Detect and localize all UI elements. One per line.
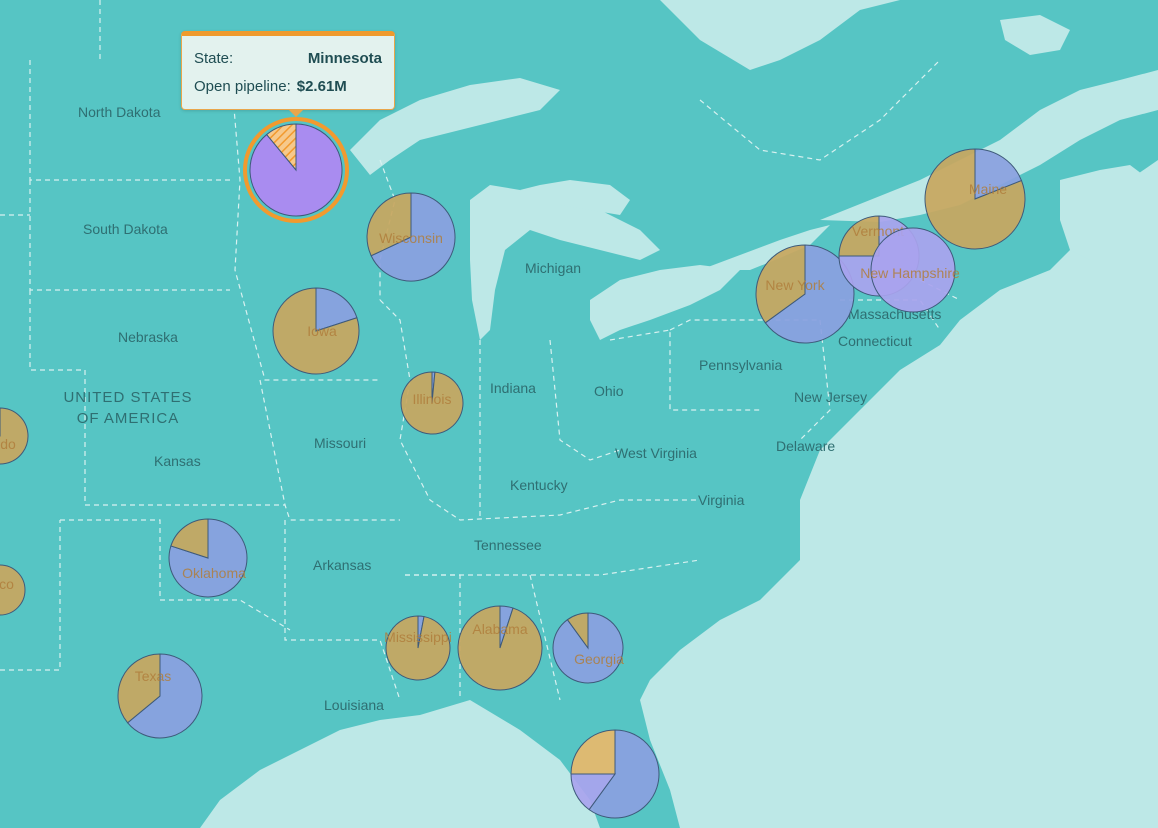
pie-label-colorado: do [0,436,16,452]
state-label-connecticut: Connecticut [838,333,912,349]
pie-highlight-ring [243,117,349,223]
pie-label-illinois: Illinois [413,391,452,407]
state-label-missouri: Missouri [314,435,366,451]
state-label-nebraska: Nebraska [118,329,178,345]
country-label-line-2: OF AMERICA [77,410,180,427]
pie-slice [265,123,297,172]
state-label-kentucky: Kentucky [510,477,568,493]
pie-slice [126,653,203,739]
state-label-indiana: Indiana [490,380,536,396]
state-label-pennsylvania: Pennsylvania [699,357,782,373]
country-label-line-1: UNITED STATES [63,389,192,406]
pie-mississippi[interactable]: Mississippi [384,615,452,681]
pie-maine[interactable]: Maine [924,148,1026,250]
tooltip-state-label: State: [194,50,234,67]
state-label-tennessee: Tennessee [474,537,542,553]
pie-label-new-york: New York [765,277,825,293]
tooltip-arrow [288,109,304,117]
pie-slice [588,729,660,819]
great-lakes [350,15,1158,340]
pie-slice [755,244,806,324]
pie-colorado[interactable]: do [0,407,29,465]
state-label-delaware: Delaware [776,438,835,454]
pie-texas[interactable]: Texas [117,653,203,739]
pie-label-wisconsin: Wisconsin [379,230,443,246]
pie-wisconsin[interactable]: Wisconsin [366,192,456,282]
pie-alabama[interactable]: Alabama [457,605,543,691]
pie-slice [272,287,360,375]
pie-slice [838,215,880,257]
state-label-new-jersey: New Jersey [794,389,867,405]
state-tooltip: State: Minnesota Open pipeline: $2.61M [181,31,395,110]
pie-georgia[interactable]: Georgia [552,612,624,684]
state-label-north-dakota: North Dakota [78,104,161,120]
pie-slice [400,371,464,435]
pie-slice [315,287,358,332]
pie-illinois[interactable]: Illinois [400,371,464,435]
pie-slice [117,653,161,724]
pie-new-mexico[interactable]: ico [0,564,26,616]
state-labels: North Dakota South Dakota Nebraska Kansa… [63,104,941,713]
pie-florida[interactable] [570,729,660,819]
state-label-west-virginia: West Virginia [615,445,697,461]
tooltip-pipeline-label: Open pipeline: [194,78,291,95]
pie-slice [764,244,855,344]
pie-label-oklahoma: Oklahoma [182,565,246,581]
pie-slice [366,192,412,257]
pie-slice [974,148,1023,200]
state-label-virginia: Virginia [698,492,745,508]
tooltip-state-value: Minnesota [307,50,382,67]
pie-slice [0,407,29,465]
pie-label-iowa: Iowa [307,323,337,339]
pie-label-texas: Texas [135,668,172,684]
pie-markers: Wisconsin Iowa Illinois Oklahoma Texas Missis… [0,117,1026,819]
pie-oklahoma[interactable]: Oklahoma [168,518,248,598]
pie-slice [170,518,209,559]
pie-slice [0,564,26,616]
pie-slice [924,148,1026,250]
state-label-louisiana: Louisiana [324,697,384,713]
tooltip-pipeline-value: $2.61M [296,78,347,95]
state-label-michigan: Michigan [525,260,581,276]
pie-new-york[interactable]: New York [755,244,855,344]
pie-label-georgia: Georgia [574,651,624,667]
pie-minnesota[interactable] [243,117,349,223]
state-label-ohio: Ohio [594,383,624,399]
pie-label-new-mexico: ico [0,576,14,592]
pie-slice [566,612,589,650]
state-label-kansas: Kansas [154,453,201,469]
pie-slice [870,227,956,313]
pie-new-hampshire[interactable]: New Hampshire [860,227,960,313]
pie-label-mississippi: Mississippi [384,629,452,645]
pie-label-maine: Maine [969,181,1007,197]
state-label-arkansas: Arkansas [313,557,371,573]
pie-slice [385,615,451,681]
state-label-south-dakota: South Dakota [83,221,168,237]
pie-slice [570,729,616,775]
pie-iowa[interactable]: Iowa [272,287,360,375]
pie-slice [457,605,543,691]
pie-label-new-hampshire: New Hampshire [860,265,960,281]
pie-slice [370,192,456,282]
pie-label-alabama: Alabama [472,621,527,637]
